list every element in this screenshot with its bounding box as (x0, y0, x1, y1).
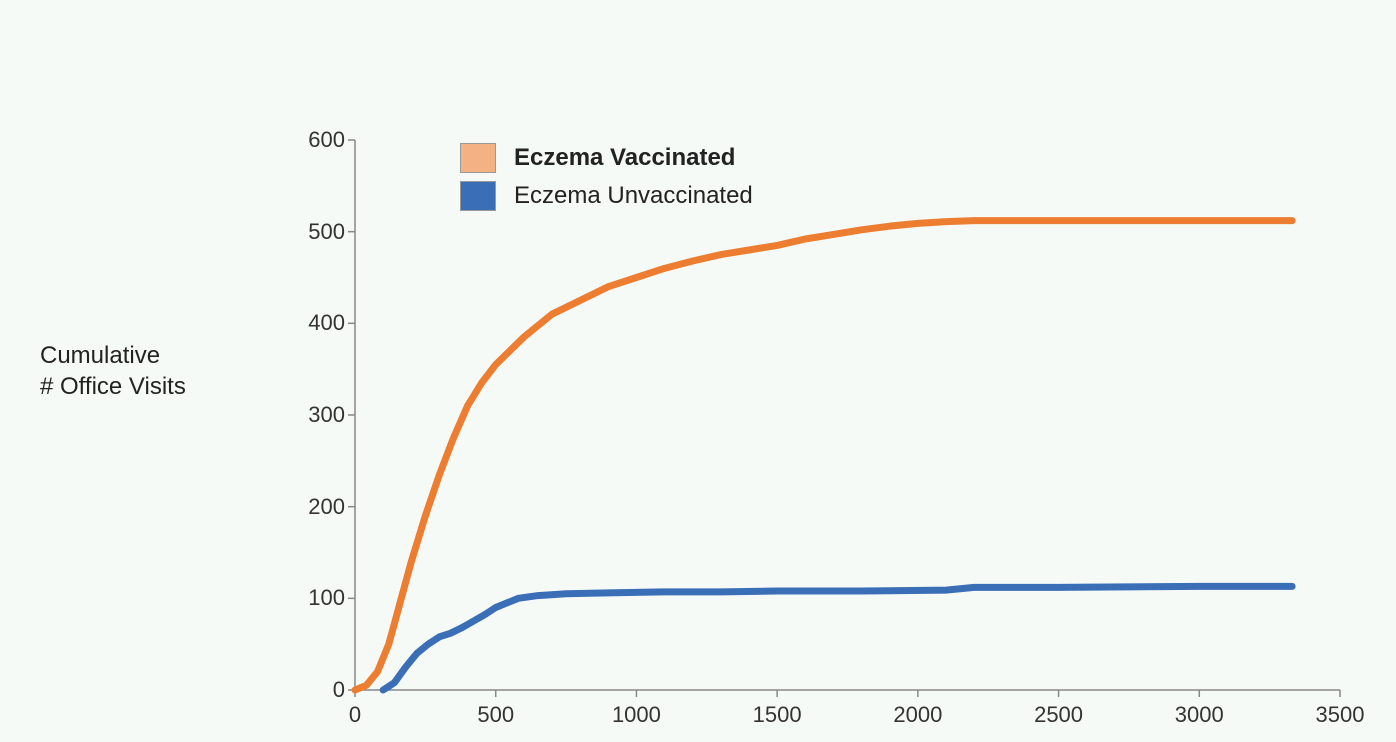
y-tick-label: 300 (295, 402, 345, 428)
y-tick-marks (348, 140, 355, 690)
y-axis-label-line2: # Office Visits (40, 373, 186, 400)
y-axis-label: Cumulative # Office Visits (40, 340, 186, 402)
y-tick-label: 100 (295, 585, 345, 611)
y-axis-label-line1: Cumulative (40, 342, 160, 369)
x-tick-label: 1500 (753, 702, 802, 728)
x-tick-label: 1000 (612, 702, 661, 728)
legend-swatch-unvaccinated (460, 181, 496, 211)
y-tick-label: 400 (295, 310, 345, 336)
x-tick-label: 2500 (1034, 702, 1083, 728)
y-tick-label: 500 (295, 219, 345, 245)
legend-swatch-vaccinated (460, 143, 496, 173)
series-line-vaccinated (355, 221, 1292, 690)
x-tick-label: 3500 (1316, 702, 1365, 728)
legend-label-unvaccinated: Eczema Unvaccinated (514, 182, 753, 210)
y-tick-label: 200 (295, 494, 345, 520)
legend-item-vaccinated: Eczema Vaccinated (460, 143, 753, 173)
x-tick-label: 3000 (1175, 702, 1224, 728)
legend-label-vaccinated: Eczema Vaccinated (514, 144, 735, 172)
legend: Eczema Vaccinated Eczema Unvaccinated (460, 143, 753, 211)
legend-item-unvaccinated: Eczema Unvaccinated (460, 181, 753, 211)
chart-container: Eczema Vaccinated Eczema Unvaccinated 0 1… (290, 140, 1340, 710)
x-tick-label: 0 (349, 702, 361, 728)
y-tick-label: 600 (295, 127, 345, 153)
chart-svg (355, 140, 1340, 690)
plot-area: Eczema Vaccinated Eczema Unvaccinated 01… (355, 140, 1340, 690)
series-line-unvaccinated (383, 586, 1292, 690)
y-tick-label: 0 (295, 677, 345, 703)
x-tick-label: 500 (477, 702, 514, 728)
x-tick-marks (355, 690, 1340, 697)
x-tick-label: 2000 (893, 702, 942, 728)
